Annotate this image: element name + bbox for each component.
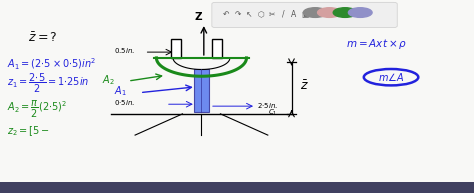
Text: $A_2=\dfrac{\pi}{2}(2{\cdot}5)^2$: $A_2=\dfrac{\pi}{2}(2{\cdot}5)^2$ xyxy=(7,98,67,120)
Text: $C_1$: $C_1$ xyxy=(268,108,277,118)
Circle shape xyxy=(318,8,341,17)
Text: $m=Axt\times\rho$: $m=Axt\times\rho$ xyxy=(346,37,407,51)
Text: A: A xyxy=(291,10,296,19)
Text: $A_1$: $A_1$ xyxy=(114,85,127,98)
Text: $0{\cdot}5in.$: $0{\cdot}5in.$ xyxy=(114,98,135,107)
FancyBboxPatch shape xyxy=(212,2,397,28)
Circle shape xyxy=(303,8,327,17)
Text: ↷: ↷ xyxy=(235,10,242,19)
FancyBboxPatch shape xyxy=(0,182,474,193)
Text: ↖: ↖ xyxy=(246,10,253,19)
Text: $\bar{z}$: $\bar{z}$ xyxy=(300,79,309,93)
Text: ▣: ▣ xyxy=(301,10,309,19)
Text: ⬡: ⬡ xyxy=(257,10,264,19)
Circle shape xyxy=(333,8,357,17)
Text: $A_2$: $A_2$ xyxy=(102,73,115,87)
FancyBboxPatch shape xyxy=(212,39,222,58)
Text: ↶: ↶ xyxy=(223,10,229,19)
Text: $m\angle A$: $m\angle A$ xyxy=(378,71,404,83)
Text: $A_1=(2{\cdot}5\times0{\cdot}5)in^2$: $A_1=(2{\cdot}5\times0{\cdot}5)in^2$ xyxy=(7,56,96,72)
Text: /: / xyxy=(282,10,284,19)
Circle shape xyxy=(348,8,372,17)
Text: $\bar{z}=?$: $\bar{z}=?$ xyxy=(28,32,58,45)
Text: $2{\cdot}5in.$: $2{\cdot}5in.$ xyxy=(257,101,278,110)
Text: ✂: ✂ xyxy=(269,10,275,19)
Text: $0.5in.$: $0.5in.$ xyxy=(114,46,135,55)
FancyBboxPatch shape xyxy=(171,39,181,58)
Text: 3in.: 3in. xyxy=(245,15,259,24)
FancyBboxPatch shape xyxy=(194,69,209,112)
Text: Z: Z xyxy=(194,12,202,22)
Text: $z_1=\dfrac{2{\cdot}5}{2}=1{\cdot}25in$: $z_1=\dfrac{2{\cdot}5}{2}=1{\cdot}25in$ xyxy=(7,72,90,96)
Text: $z_2=[5-$: $z_2=[5-$ xyxy=(7,124,50,138)
